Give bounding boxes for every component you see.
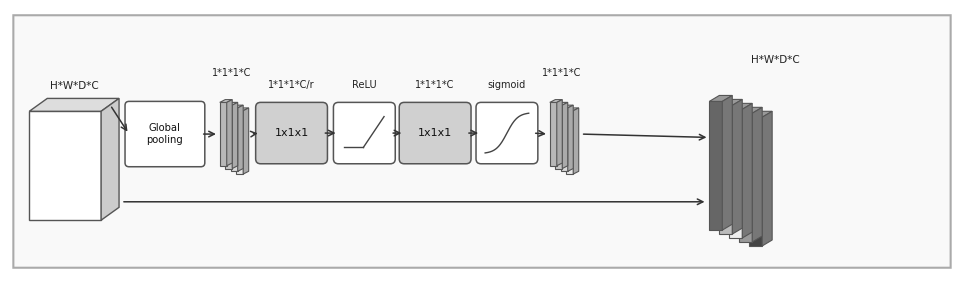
Polygon shape [563,102,567,169]
Polygon shape [101,98,119,220]
Polygon shape [561,105,573,108]
Polygon shape [561,108,567,171]
Polygon shape [739,107,762,113]
Polygon shape [749,111,772,117]
Text: 1x1x1: 1x1x1 [418,128,453,138]
Polygon shape [555,102,567,105]
Text: 1*1*1*C: 1*1*1*C [211,68,251,78]
Polygon shape [567,105,573,171]
Polygon shape [237,105,243,171]
Text: ReLU: ReLU [352,80,376,90]
Polygon shape [550,99,563,102]
Polygon shape [723,96,732,230]
Text: sigmoid: sigmoid [487,80,526,90]
Polygon shape [225,102,237,105]
FancyBboxPatch shape [256,102,327,164]
Polygon shape [719,105,732,234]
Polygon shape [29,98,119,111]
Polygon shape [566,108,579,111]
Text: 1*1*1*C: 1*1*1*C [416,80,455,90]
Polygon shape [730,103,753,109]
Polygon shape [231,105,243,108]
Polygon shape [227,99,233,166]
Polygon shape [753,107,762,242]
Polygon shape [236,111,243,174]
Polygon shape [573,108,579,174]
Polygon shape [243,108,249,174]
Text: H*W*D*C: H*W*D*C [50,81,98,92]
Polygon shape [220,99,233,102]
Polygon shape [220,102,227,166]
Text: 1*1*1*C: 1*1*1*C [541,68,581,78]
Polygon shape [742,103,753,238]
Text: 1x1x1: 1x1x1 [274,128,309,138]
Polygon shape [550,102,557,166]
FancyBboxPatch shape [125,101,205,167]
Text: 1*1*1*C/r: 1*1*1*C/r [268,80,315,90]
FancyBboxPatch shape [334,102,396,164]
FancyBboxPatch shape [476,102,538,164]
Polygon shape [730,109,742,238]
Polygon shape [236,108,249,111]
FancyBboxPatch shape [14,15,951,268]
Polygon shape [709,96,732,101]
FancyBboxPatch shape [400,102,471,164]
Polygon shape [231,108,237,171]
Polygon shape [225,105,233,169]
Polygon shape [709,101,723,230]
Polygon shape [749,117,762,246]
Polygon shape [29,111,101,220]
Text: Global
pooling: Global pooling [147,123,183,145]
Polygon shape [555,105,563,169]
Text: H*W*D*C: H*W*D*C [752,55,800,65]
Polygon shape [557,99,563,166]
Polygon shape [739,113,753,242]
Polygon shape [566,111,573,174]
Polygon shape [233,102,237,169]
Polygon shape [762,111,772,246]
Polygon shape [719,99,742,105]
Polygon shape [732,99,742,234]
